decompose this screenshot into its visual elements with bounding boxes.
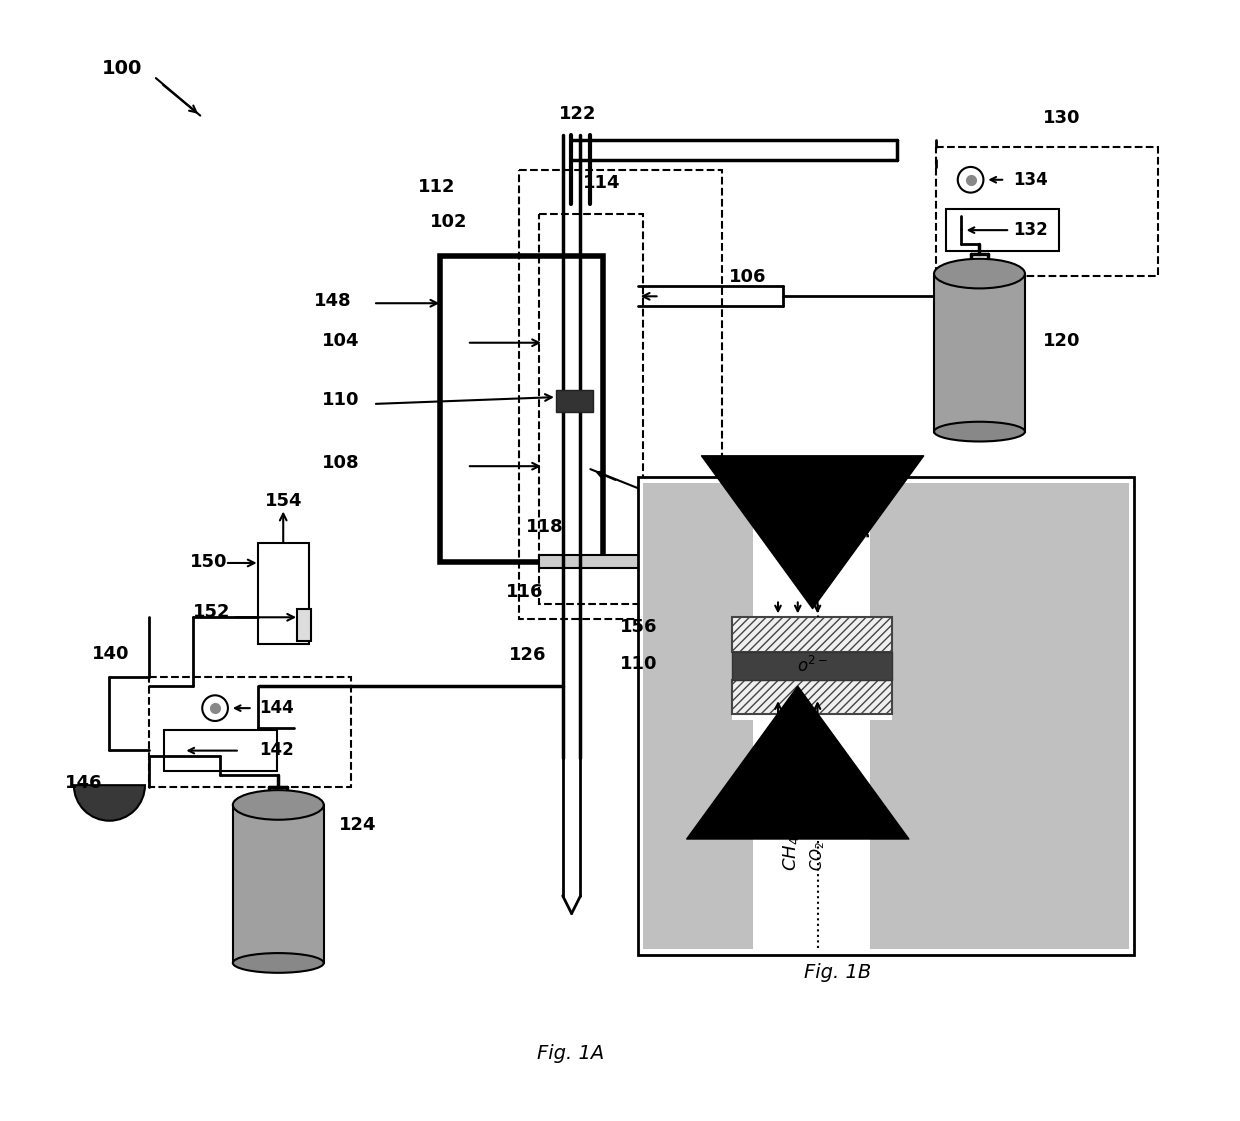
Text: 154: 154	[264, 492, 303, 510]
Text: 124: 124	[339, 816, 376, 834]
Bar	[637, 478, 1133, 955]
Text: 122: 122	[559, 104, 596, 122]
Text: 120: 120	[1043, 332, 1080, 350]
Bar	[440, 256, 603, 562]
Bar	[233, 805, 324, 963]
Text: 116: 116	[506, 583, 544, 601]
Bar	[732, 618, 892, 651]
Text: $CO_2 + H_2O$: $CO_2 + H_2O$	[808, 790, 827, 871]
Bar	[556, 390, 593, 411]
Wedge shape	[74, 785, 145, 821]
Bar	[934, 274, 1025, 432]
Text: 142: 142	[259, 741, 294, 759]
Text: 152: 152	[193, 603, 231, 621]
Text: 108: 108	[321, 454, 360, 472]
Text: 100: 100	[102, 58, 141, 77]
Text: 104: 104	[321, 332, 360, 350]
Bar	[539, 214, 642, 604]
Bar	[642, 483, 732, 949]
Bar	[149, 677, 351, 787]
Bar	[732, 679, 892, 714]
Bar	[892, 483, 1128, 949]
Text: 148: 148	[314, 293, 351, 311]
Text: 156: 156	[620, 618, 657, 636]
Bar	[870, 483, 892, 691]
Text: 112: 112	[418, 178, 455, 196]
Text: 134: 134	[1013, 170, 1048, 188]
Bar	[946, 210, 1059, 251]
Ellipse shape	[233, 953, 324, 973]
Text: 140: 140	[92, 645, 129, 663]
Text: Fig. 1A: Fig. 1A	[537, 1045, 604, 1064]
Ellipse shape	[233, 790, 324, 819]
Bar	[258, 544, 309, 643]
Bar	[870, 720, 892, 949]
Text: 106: 106	[729, 268, 766, 286]
Text: 130: 130	[1043, 109, 1080, 127]
Bar	[164, 730, 278, 771]
Text: 146: 146	[64, 775, 103, 793]
Text: 126: 126	[510, 646, 547, 664]
Text: 114: 114	[583, 174, 620, 192]
Bar	[732, 720, 754, 949]
Text: 102: 102	[430, 213, 467, 231]
Ellipse shape	[934, 421, 1025, 442]
Bar	[732, 651, 892, 679]
Ellipse shape	[934, 259, 1025, 288]
Text: 110: 110	[321, 391, 360, 409]
Bar	[298, 610, 311, 641]
Text: 132: 132	[1013, 221, 1048, 239]
Bar	[732, 483, 754, 691]
Bar	[520, 170, 722, 619]
Text: Air: Air	[852, 506, 872, 537]
Bar	[539, 555, 644, 568]
Text: 118: 118	[526, 518, 564, 537]
Text: $o^{2-}$: $o^{2-}$	[797, 656, 828, 676]
Text: 110: 110	[620, 655, 657, 673]
Text: $CH_4$: $CH_4$	[781, 836, 801, 871]
Text: 144: 144	[259, 700, 294, 717]
Text: 150: 150	[191, 553, 228, 571]
Bar	[936, 147, 1158, 276]
Text: Fig. 1B: Fig. 1B	[804, 963, 870, 982]
